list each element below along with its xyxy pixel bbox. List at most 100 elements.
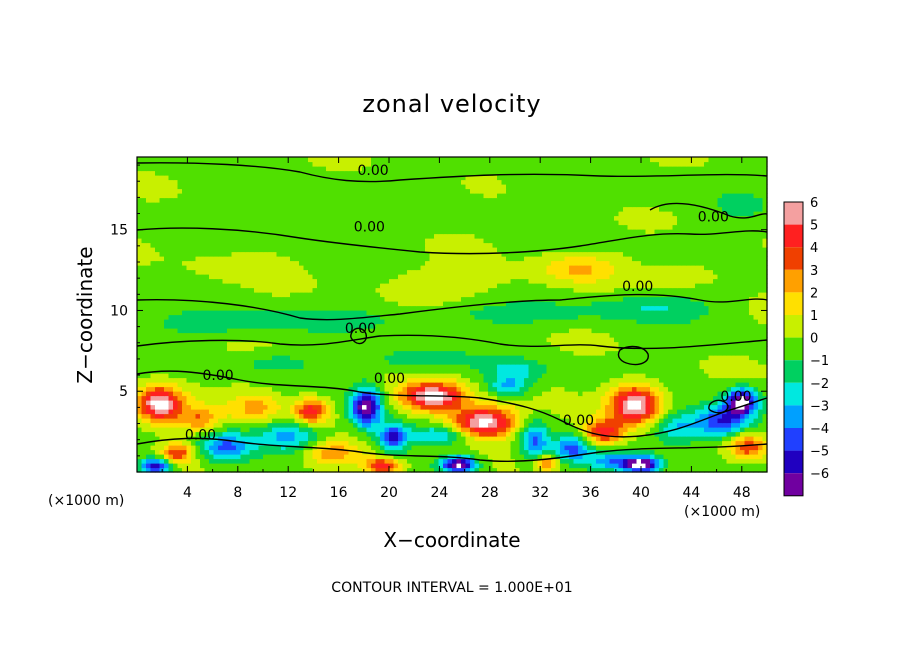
field-cell [195, 413, 201, 419]
field-cell [717, 467, 723, 473]
field-cell [263, 386, 269, 392]
field-cell [380, 332, 386, 338]
field-cell [632, 413, 638, 419]
field-cell [177, 445, 183, 451]
field-cell [245, 314, 251, 320]
field-cell [317, 427, 323, 433]
field-cell [479, 391, 485, 397]
field-cell [533, 350, 539, 356]
field-cell [681, 337, 687, 343]
field-cell [389, 319, 395, 325]
field-cell [636, 359, 642, 365]
field-cell [650, 377, 656, 383]
field-cell [672, 409, 678, 415]
field-cell [218, 391, 224, 397]
field-cell [312, 328, 318, 334]
field-cell [312, 377, 318, 383]
field-cell [573, 418, 579, 424]
field-cell [420, 350, 426, 356]
field-cell [398, 463, 404, 469]
field-cell [240, 458, 246, 464]
field-cell [182, 319, 188, 325]
field-cell [258, 404, 264, 410]
field-cell [398, 386, 404, 392]
field-cell [330, 404, 336, 410]
field-cell [447, 413, 453, 419]
field-cell [240, 332, 246, 338]
field-cell [650, 314, 656, 320]
field-cell [290, 314, 296, 320]
field-cell [659, 463, 665, 469]
field-cell [335, 350, 341, 356]
field-cell [645, 319, 651, 325]
field-cell [416, 323, 422, 329]
field-cell [528, 359, 534, 365]
field-cell [564, 319, 570, 325]
field-cell [488, 373, 494, 379]
field-cell [569, 418, 575, 424]
field-cell [177, 319, 183, 325]
field-cell [308, 359, 314, 365]
field-cell [398, 364, 404, 370]
field-cell [465, 391, 471, 397]
field-cell [587, 463, 593, 469]
field-cell [258, 467, 264, 473]
field-cell [209, 386, 215, 392]
field-cell [654, 328, 660, 334]
field-cell [573, 314, 579, 320]
field-cell [474, 341, 480, 347]
field-cell [510, 409, 516, 415]
field-cell [605, 436, 611, 442]
field-cell [393, 404, 399, 410]
field-cell [393, 422, 399, 428]
field-cell [191, 355, 197, 361]
field-cell [254, 436, 260, 442]
field-cell [168, 418, 174, 424]
field-cell [744, 319, 750, 325]
field-cell [582, 427, 588, 433]
field-cell [380, 400, 386, 406]
field-cell [357, 454, 363, 460]
field-cell [155, 350, 161, 356]
field-cell [389, 427, 395, 433]
field-cell [420, 337, 426, 343]
field-cell [641, 413, 647, 419]
field-cell [533, 395, 539, 401]
field-cell [582, 319, 588, 325]
field-cell [281, 346, 287, 352]
field-cell [236, 467, 242, 473]
field-cell [222, 373, 228, 379]
field-cell [434, 328, 440, 334]
field-cell [582, 391, 588, 397]
field-cell [227, 427, 233, 433]
field-cell [528, 454, 534, 460]
field-cell [407, 377, 413, 383]
field-cell [636, 368, 642, 374]
field-cell [663, 463, 669, 469]
field-cell [317, 422, 323, 428]
field-cell [587, 377, 593, 383]
field-cell [294, 310, 300, 316]
field-cell [488, 359, 494, 365]
field-cell [222, 418, 228, 424]
field-cell [749, 368, 755, 374]
field-cell [609, 350, 615, 356]
field-cell [407, 368, 413, 374]
field-cell [569, 449, 575, 455]
field-cell [474, 463, 480, 469]
field-cell [137, 458, 143, 464]
field-cell [609, 382, 615, 388]
field-cell [474, 319, 480, 325]
field-cell [137, 422, 143, 428]
field-cell [254, 350, 260, 356]
field-cell [515, 382, 521, 388]
field-cell [182, 346, 188, 352]
field-cell [231, 332, 237, 338]
field-cell [708, 431, 714, 437]
field-cell [366, 436, 372, 442]
field-cell [362, 422, 368, 428]
field-cell [497, 350, 503, 356]
field-cell [254, 314, 260, 320]
field-cell [632, 364, 638, 370]
field-cell [600, 458, 606, 464]
